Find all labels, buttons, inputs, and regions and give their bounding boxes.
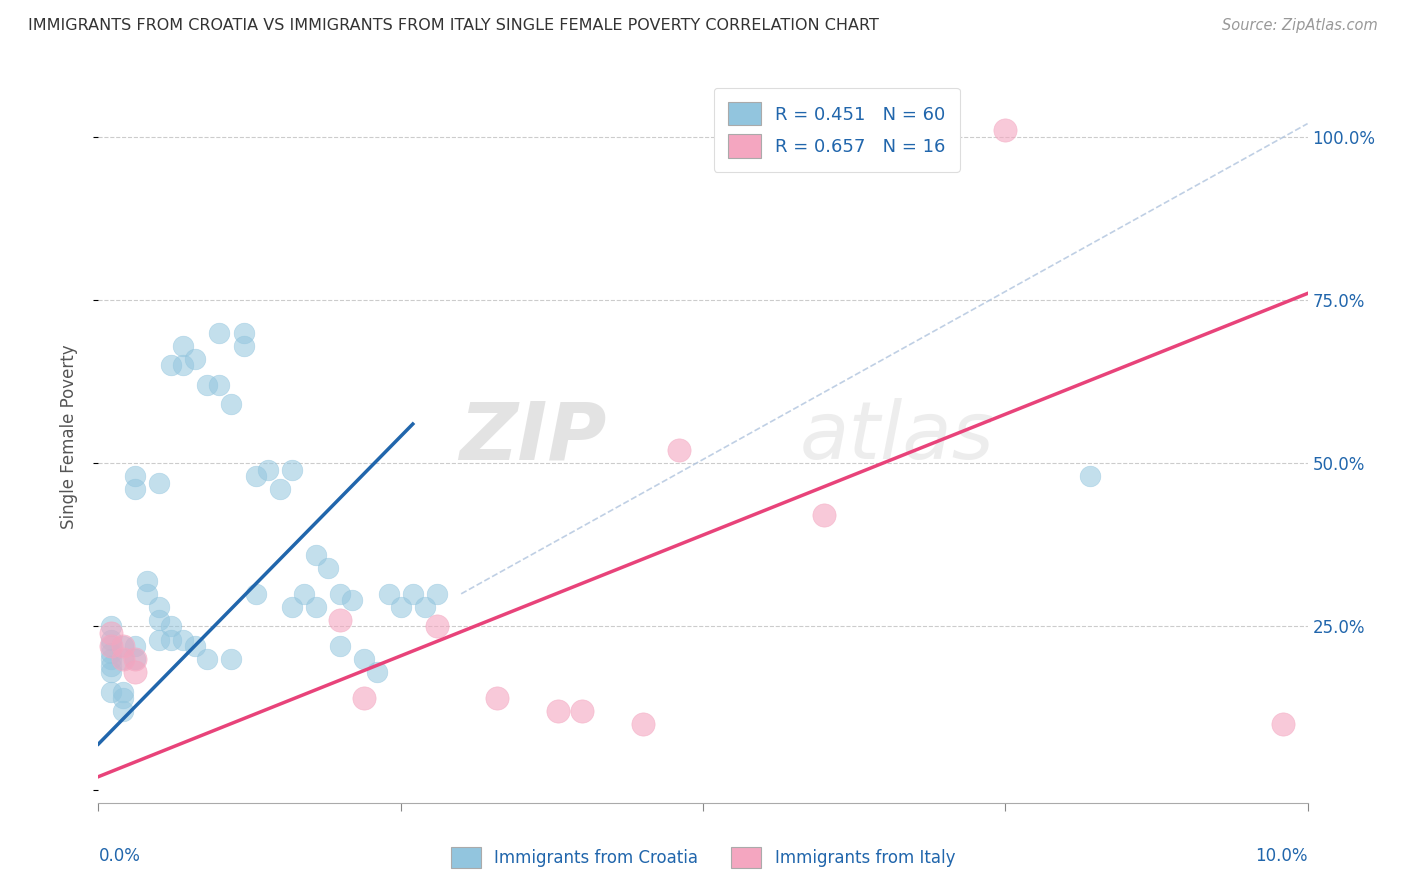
Text: IMMIGRANTS FROM CROATIA VS IMMIGRANTS FROM ITALY SINGLE FEMALE POVERTY CORRELATI: IMMIGRANTS FROM CROATIA VS IMMIGRANTS FR… bbox=[28, 18, 879, 33]
Point bbox=[329, 613, 352, 627]
Point bbox=[402, 587, 425, 601]
Point bbox=[377, 587, 399, 601]
Point bbox=[124, 665, 146, 680]
Point bbox=[486, 691, 509, 706]
Point bbox=[111, 691, 134, 706]
Point bbox=[195, 377, 218, 392]
Point bbox=[124, 639, 146, 653]
Point bbox=[353, 652, 375, 666]
Point bbox=[135, 587, 157, 601]
Point bbox=[1078, 469, 1101, 483]
Point bbox=[160, 632, 183, 647]
Point bbox=[111, 652, 134, 666]
Text: 0.0%: 0.0% bbox=[98, 847, 141, 864]
Point bbox=[124, 469, 146, 483]
Legend: Immigrants from Croatia, Immigrants from Italy: Immigrants from Croatia, Immigrants from… bbox=[444, 840, 962, 875]
Point bbox=[389, 599, 412, 614]
Text: Source: ZipAtlas.com: Source: ZipAtlas.com bbox=[1222, 18, 1378, 33]
Point bbox=[111, 639, 134, 653]
Point bbox=[100, 639, 122, 653]
Point bbox=[366, 665, 388, 680]
Point bbox=[547, 705, 569, 719]
Point bbox=[111, 652, 134, 666]
Point bbox=[100, 639, 122, 653]
Point bbox=[124, 652, 146, 666]
Point bbox=[148, 613, 170, 627]
Point bbox=[160, 358, 183, 372]
Point bbox=[100, 632, 122, 647]
Point bbox=[148, 632, 170, 647]
Point bbox=[100, 619, 122, 633]
Legend: R = 0.451   N = 60, R = 0.657   N = 16: R = 0.451 N = 60, R = 0.657 N = 16 bbox=[714, 87, 960, 172]
Point bbox=[100, 652, 122, 666]
Point bbox=[305, 548, 328, 562]
Point bbox=[208, 377, 231, 392]
Point bbox=[631, 717, 654, 731]
Point bbox=[111, 705, 134, 719]
Point bbox=[221, 397, 243, 411]
Point bbox=[100, 665, 122, 680]
Point bbox=[100, 685, 122, 699]
Point bbox=[124, 483, 146, 497]
Point bbox=[160, 619, 183, 633]
Point bbox=[245, 469, 267, 483]
Point bbox=[426, 619, 449, 633]
Point bbox=[269, 483, 291, 497]
Point bbox=[281, 599, 304, 614]
Point bbox=[111, 639, 134, 653]
Point bbox=[329, 639, 352, 653]
Point bbox=[172, 339, 194, 353]
Point bbox=[292, 587, 315, 601]
Point bbox=[994, 123, 1017, 137]
Point bbox=[305, 599, 328, 614]
Point bbox=[184, 351, 207, 366]
Point bbox=[281, 463, 304, 477]
Point bbox=[172, 632, 194, 647]
Point bbox=[256, 463, 278, 477]
Point bbox=[1272, 717, 1295, 731]
Point bbox=[100, 646, 122, 660]
Point bbox=[100, 658, 122, 673]
Text: 10.0%: 10.0% bbox=[1256, 847, 1308, 864]
Point bbox=[195, 652, 218, 666]
Point bbox=[329, 587, 352, 601]
Point bbox=[426, 587, 449, 601]
Point bbox=[342, 593, 364, 607]
Point bbox=[172, 358, 194, 372]
Point bbox=[111, 685, 134, 699]
Point bbox=[100, 626, 122, 640]
Point bbox=[221, 652, 243, 666]
Point bbox=[208, 326, 231, 340]
Point bbox=[232, 326, 254, 340]
Point bbox=[245, 587, 267, 601]
Y-axis label: Single Female Poverty: Single Female Poverty bbox=[59, 345, 77, 529]
Point bbox=[184, 639, 207, 653]
Point bbox=[668, 443, 690, 458]
Point bbox=[232, 339, 254, 353]
Point bbox=[148, 599, 170, 614]
Text: atlas: atlas bbox=[800, 398, 994, 476]
Point bbox=[316, 560, 339, 574]
Point bbox=[124, 652, 146, 666]
Point bbox=[353, 691, 375, 706]
Point bbox=[135, 574, 157, 588]
Point bbox=[571, 705, 593, 719]
Point bbox=[813, 508, 835, 523]
Point bbox=[148, 475, 170, 490]
Point bbox=[413, 599, 436, 614]
Text: ZIP: ZIP bbox=[458, 398, 606, 476]
